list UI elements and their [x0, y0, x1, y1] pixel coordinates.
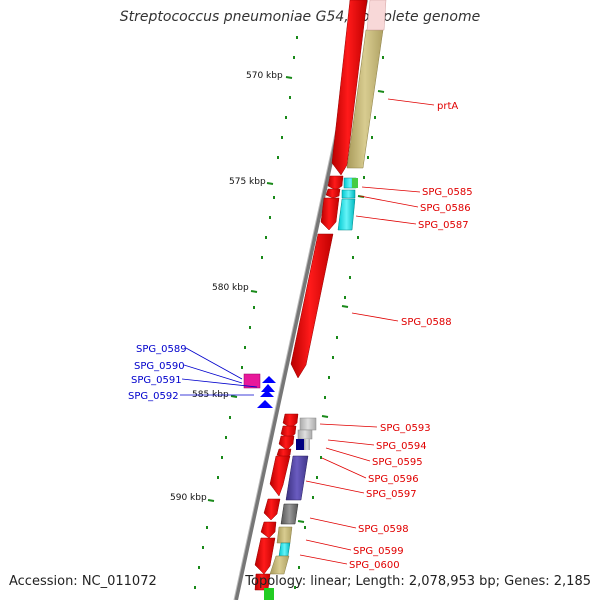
gene-label-SPG_0597: SPG_0597: [366, 489, 417, 500]
gene-label-SPG_0600: SPG_0600: [349, 560, 400, 571]
gene-SPG_0593[interactable]: [282, 413, 299, 429]
scale-dots: [194, 36, 384, 589]
genome-summary: Topology: linear; Length: 2,078,953 bp; …: [245, 574, 591, 589]
forward-genes: [254, 0, 387, 600]
tick-label-570: 570 kbp: [246, 71, 283, 81]
gene-SPG_0586[interactable]: [325, 188, 341, 199]
label-leaders: [180, 98, 435, 565]
gene-SPG_0589[interactable]: [243, 373, 261, 389]
gene-SPG_0592[interactable]: [257, 400, 273, 408]
map-title: Streptococcus pneumoniae G54, complete g…: [119, 9, 481, 25]
tick-label-575: 575 kbp: [229, 177, 266, 187]
accession-label: Accession: NC_011072: [9, 574, 157, 589]
gene-label-SPG_0599: SPG_0599: [353, 546, 404, 557]
scale-ticks: [207, 76, 385, 523]
gene-prtA[interactable]: [331, 0, 368, 176]
gene-label-prtA: prtA: [437, 101, 458, 112]
gene-SPG_0585[interactable]: [327, 175, 344, 191]
tick-label-590: 590 kbp: [170, 493, 207, 503]
gene-SPG_0599[interactable]: [260, 521, 277, 539]
gene-SPG_0597[interactable]: [269, 455, 291, 497]
gene-SPG_0600[interactable]: [254, 537, 276, 575]
gene-SPG_0587[interactable]: [320, 197, 340, 231]
gene-label-SPG_0591: SPG_0591: [131, 375, 182, 386]
gene-label-SPG_0589: SPG_0589: [136, 344, 187, 355]
gene-label-SPG_0588: SPG_0588: [401, 317, 452, 328]
gene-label-SPG_0598: SPG_0598: [358, 524, 409, 535]
tick-label-580: 580 kbp: [212, 283, 249, 293]
gene-label-SPG_0595: SPG_0595: [372, 457, 423, 468]
gene-SPG_0595[interactable]: [278, 435, 295, 451]
gene-label-SPG_0586: SPG_0586: [420, 203, 471, 214]
gene-SPG_0591[interactable]: [261, 384, 275, 392]
gene-SPG_0598[interactable]: [263, 498, 281, 521]
gene-label-SPG_0596: SPG_0596: [368, 474, 419, 485]
gene-label-SPG_0593: SPG_0593: [380, 423, 431, 434]
gene-SPG_0590[interactable]: [262, 376, 276, 383]
gene-SPG_0588[interactable]: [290, 233, 334, 379]
gene-label-SPG_0587: SPG_0587: [418, 220, 469, 231]
reverse-genes: [243, 373, 276, 408]
gene-label-SPG_0585: SPG_0585: [422, 187, 473, 198]
gene-label-SPG_0590: SPG_0590: [134, 361, 185, 372]
gene-label-SPG_0592: SPG_0592: [128, 391, 179, 402]
gene-label-SPG_0594: SPG_0594: [376, 441, 427, 452]
